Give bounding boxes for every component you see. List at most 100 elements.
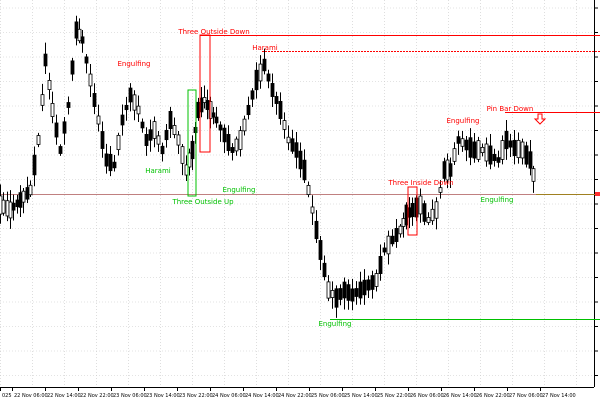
pattern-label-three-outside-up: Three Outside Up (171, 198, 234, 206)
candle (270, 73, 275, 107)
candle (164, 123, 169, 148)
candle (520, 138, 525, 165)
candle (120, 104, 125, 136)
pattern-label-engulfing-green-1: Engulfing (223, 186, 256, 194)
x-tick-label-4: 23 Nov 06:00 (113, 393, 147, 399)
candle (112, 154, 117, 172)
candle (438, 180, 443, 199)
candle (448, 157, 453, 188)
candle (496, 150, 501, 168)
candle (211, 106, 216, 125)
x-tick-label-14: 26 Nov 14:00 (443, 393, 477, 399)
candle (128, 83, 133, 112)
x-tick-label-15: 26 Nov 22:00 (476, 393, 510, 399)
candle (378, 244, 383, 281)
candle (62, 117, 67, 145)
candle (338, 284, 343, 306)
candle (266, 69, 271, 89)
candle (456, 130, 461, 155)
candle (306, 181, 311, 198)
candle (346, 279, 351, 310)
candle (205, 89, 210, 120)
candle (222, 124, 227, 153)
x-tick-label-3: 22 Nov 22:00 (80, 393, 114, 399)
candle (452, 142, 457, 166)
candle (136, 95, 141, 123)
candle (43, 42, 48, 75)
candle (18, 185, 23, 217)
candle (370, 270, 375, 299)
x-tick-label-7: 24 Nov 06:00 (212, 393, 246, 399)
candle (54, 114, 59, 145)
pattern-label-three-inside-down: Three Inside Down (387, 179, 453, 187)
candle (422, 200, 427, 226)
pattern-boxes (187, 34, 418, 236)
candle (282, 112, 287, 139)
candle (152, 116, 157, 148)
candle (524, 141, 529, 168)
candle (11, 194, 16, 221)
candle (40, 83, 45, 112)
candle (504, 119, 509, 160)
candle (104, 143, 109, 174)
candle (132, 90, 137, 121)
candle (468, 128, 473, 166)
candle (124, 96, 129, 121)
x-tick-label-11: 25 Nov 14:00 (344, 393, 378, 399)
pattern-label-harami-red: Harami (252, 44, 278, 52)
candle (96, 104, 101, 132)
candle (374, 269, 379, 292)
candle (278, 92, 283, 125)
candle (488, 134, 493, 170)
candle (528, 139, 533, 176)
candle (8, 190, 13, 229)
candle (310, 195, 315, 226)
candle (66, 96, 71, 115)
candle (262, 48, 267, 75)
candle (362, 269, 367, 305)
candle (358, 271, 363, 305)
candle (246, 96, 251, 120)
candle (318, 235, 323, 270)
x-tick-label-0: 025 (2, 393, 12, 399)
candle (298, 142, 303, 178)
box-three-outside-down (199, 34, 211, 153)
candle (500, 135, 505, 165)
candle (156, 130, 161, 152)
candle (512, 129, 517, 165)
candle (5, 191, 10, 222)
x-tick-label-9: 24 Nov 22:00 (278, 393, 312, 399)
candle (410, 197, 415, 226)
x-tick-label-6: 23 Nov 22:00 (179, 393, 213, 399)
candle (116, 132, 121, 156)
candle (140, 118, 145, 133)
candle (218, 121, 223, 142)
candle (326, 275, 331, 302)
x-tick-label-12: 25 Nov 22:00 (377, 393, 411, 399)
pattern-label-three-outside-down: Three Outside Down (177, 28, 249, 36)
candle (350, 278, 355, 311)
pattern-label-engulfing-red-2: Engulfing (447, 117, 480, 125)
candle (58, 144, 63, 156)
candle (426, 212, 431, 226)
candle (464, 135, 469, 162)
candle (258, 55, 263, 89)
candle (190, 135, 195, 171)
pattern-label-pin-bar-down: Pin Bar Down (487, 105, 534, 113)
candle (100, 121, 105, 158)
candle (390, 229, 395, 247)
candle (230, 143, 235, 161)
candle (214, 106, 219, 128)
box-three-outside-up (187, 89, 197, 197)
candle (354, 281, 359, 305)
candle (88, 63, 93, 98)
candle (202, 85, 207, 109)
candle (394, 219, 399, 248)
candle (460, 130, 465, 152)
x-axis: 025 22 Nov 06:00 22 Nov 14:00 22 Nov 22:00 2… (0, 387, 576, 399)
candle (294, 131, 299, 169)
candle (36, 132, 41, 148)
candle (386, 230, 391, 265)
